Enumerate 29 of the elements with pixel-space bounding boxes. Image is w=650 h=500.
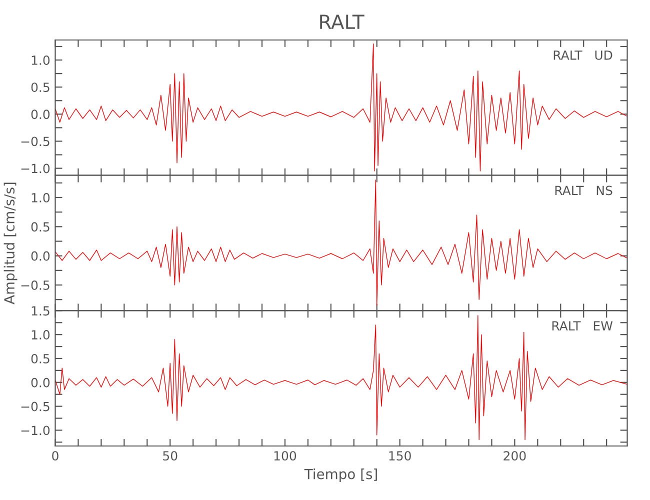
- y-tick-label: 0.0: [31, 378, 50, 388]
- y-tick-label: −0.5: [21, 402, 50, 412]
- line-series: [55, 315, 628, 440]
- x-tick-label: 150: [389, 451, 411, 461]
- chart-title: RALT: [320, 14, 364, 29]
- y-tick-label: 0.0: [31, 110, 50, 120]
- y-axis-title: Amplitud [cm/s/s]: [4, 182, 18, 304]
- y-tick-label: 1.0: [32, 56, 50, 65]
- y-tick-label: 1.0: [32, 192, 50, 202]
- annotation: RALT NS: [555, 186, 612, 196]
- y-tick-label: 0.5: [31, 354, 50, 364]
- x-tick-label: 0: [52, 451, 58, 461]
- annotation: RALT UD: [554, 50, 612, 60]
- annotation: RALT EW: [552, 321, 613, 330]
- line-series: [55, 43, 628, 172]
- y-tick-label: −0.5: [21, 136, 50, 146]
- y-tick-label: 0.5: [31, 222, 50, 232]
- x-axis-title: Tiempo [s]: [304, 468, 377, 482]
- line-series: [55, 180, 628, 306]
- y-tick-label: 0.0: [31, 251, 50, 261]
- x-tick-label: 50: [163, 451, 178, 461]
- y-tick-label: −1.0: [21, 164, 50, 174]
- y-tick-label: 1.5: [32, 306, 50, 316]
- y-tick-label: −0.5: [21, 280, 50, 290]
- x-tick-label: 100: [274, 451, 296, 461]
- y-tick-label: 1.0: [32, 330, 50, 340]
- y-tick-label: −1.0: [21, 426, 50, 436]
- y-tick-label: 0.5: [31, 82, 50, 92]
- x-tick-label: 200: [504, 451, 526, 461]
